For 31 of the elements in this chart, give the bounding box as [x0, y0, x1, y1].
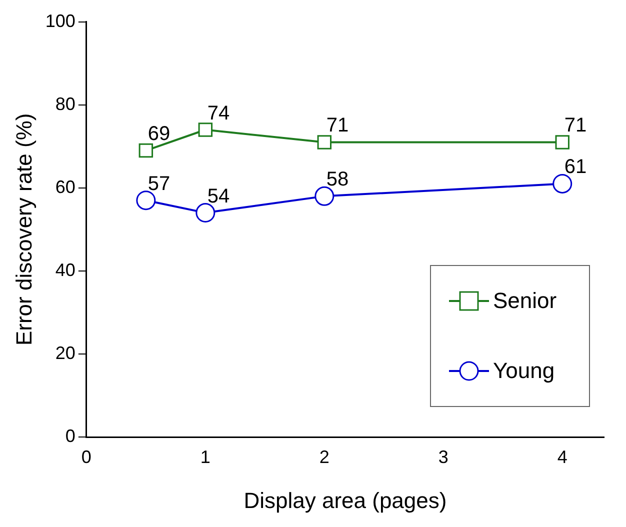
x-tick-label: 3	[438, 446, 448, 467]
data-label: 74	[207, 102, 230, 124]
point	[552, 174, 572, 194]
y-tick-label: 60	[55, 176, 76, 197]
y-tick-label: 100	[45, 10, 76, 31]
data-label: 58	[326, 168, 349, 191]
x-tick-label: 1	[200, 446, 210, 467]
x-axis-title: Display area (pages)	[244, 488, 447, 513]
point	[198, 122, 213, 137]
y-tick-label: 20	[55, 342, 76, 363]
x-tick-label: 4	[557, 446, 568, 467]
point	[555, 135, 570, 150]
data-label: 61	[564, 156, 587, 178]
point	[138, 143, 154, 158]
legend-label: Young	[493, 358, 555, 384]
data-label: 69	[148, 123, 170, 146]
data-label: 54	[207, 185, 230, 208]
legend-label: Senior	[493, 288, 557, 314]
point	[317, 135, 332, 150]
point	[314, 186, 334, 206]
y-tick-label: 80	[55, 94, 76, 114]
y-tick-label: 40	[55, 260, 76, 280]
y-tick-label: 0	[65, 426, 76, 446]
point	[196, 203, 216, 223]
point	[136, 190, 156, 210]
y-axis-title: Error discovery rate (%)	[11, 113, 36, 346]
data-label: 71	[326, 114, 349, 137]
data-label: 57	[148, 172, 170, 195]
x-tick-label: 2	[319, 446, 330, 467]
x-tick-label: 0	[81, 446, 92, 467]
data-label: 71	[564, 114, 587, 137]
